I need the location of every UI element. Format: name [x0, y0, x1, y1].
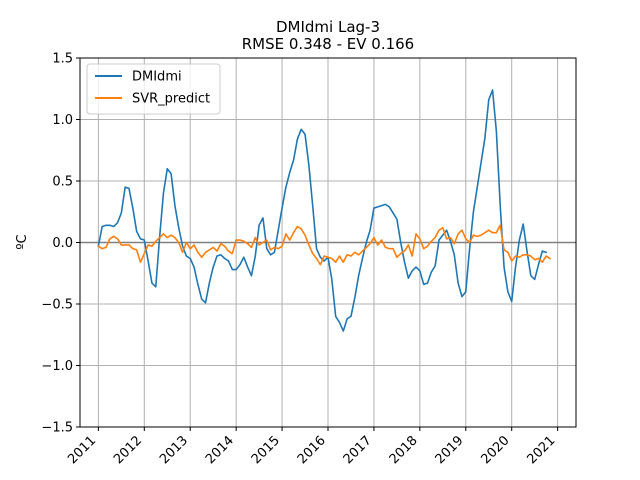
y-tick-label: −1.0 — [41, 359, 73, 374]
y-tick-label: 1.5 — [52, 52, 73, 67]
series-line-svr-predict — [97, 224, 552, 266]
series-lines — [97, 89, 552, 332]
y-tick-label: 1.0 — [52, 113, 73, 128]
legend-label-svr-predict: SVR_predict — [132, 92, 210, 107]
legend: DMIdmi SVR_predict — [86, 63, 221, 115]
y-tick-label: 0.0 — [52, 236, 73, 251]
y-tick-label: −0.5 — [41, 298, 73, 313]
legend-label-dmidmi: DMIdmi — [132, 70, 182, 85]
y-tick-label: 0.5 — [52, 175, 73, 190]
y-axis: −1.5 −1.0 −0.5 0.0 0.5 1.0 1.5 — [41, 52, 80, 436]
chart-subtitle: RMSE 0.348 - EV 0.166 — [242, 35, 414, 53]
y-tick-label: −1.5 — [41, 421, 73, 436]
y-axis-label: ºC — [15, 234, 30, 249]
chart-title: DMIdmi Lag-3 — [276, 18, 380, 36]
